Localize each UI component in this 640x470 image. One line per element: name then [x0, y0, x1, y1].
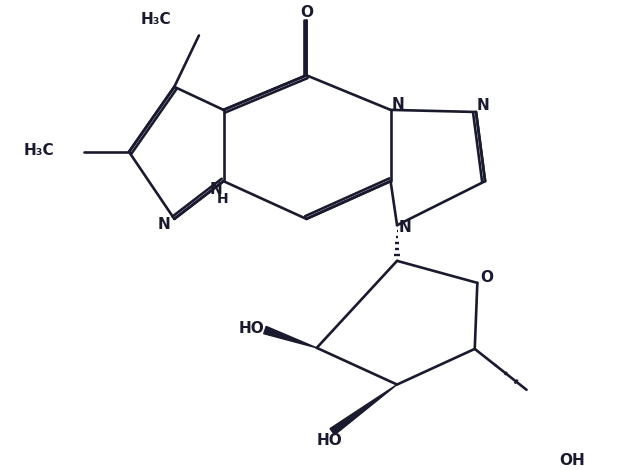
Text: O: O [481, 270, 493, 285]
Polygon shape [264, 326, 317, 348]
Text: HO: HO [317, 433, 342, 448]
Text: H₃C: H₃C [24, 143, 54, 158]
Text: H₃C: H₃C [141, 12, 172, 27]
Text: N: N [158, 217, 171, 232]
Text: N: N [210, 182, 223, 197]
Text: O: O [300, 5, 313, 20]
Text: OH: OH [559, 453, 585, 468]
Text: N: N [391, 97, 404, 112]
Text: H: H [216, 192, 228, 206]
Text: N: N [399, 220, 412, 235]
Text: HO: HO [238, 321, 264, 337]
Polygon shape [330, 384, 397, 435]
Text: N: N [477, 98, 490, 113]
